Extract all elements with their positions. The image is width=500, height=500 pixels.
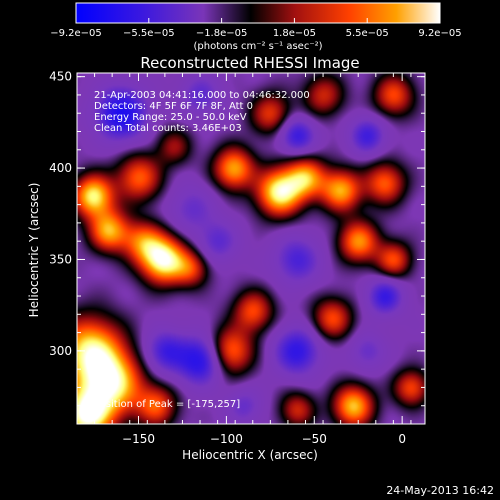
x-axis-label: Heliocentric X (arcsec) xyxy=(182,448,318,462)
colorbar xyxy=(76,3,440,23)
chart-title: Reconstructed RHESSI Image xyxy=(140,54,359,72)
colorbar-tick-label: −5.5e−05 xyxy=(123,28,175,39)
colorbar-unit-label: (photons cm⁻² s⁻¹ asec⁻²) xyxy=(193,41,322,52)
footer-date: 24-May-2013 16:42 xyxy=(386,484,494,497)
y-tick-label: 450 xyxy=(49,70,72,84)
y-axis-ticks xyxy=(77,76,425,425)
y-tick-label: 400 xyxy=(49,161,72,175)
colorbar-ticks xyxy=(75,18,441,23)
plot-frame xyxy=(76,72,426,425)
colorbar-tick-labels: −9.2e−05 −5.5e−05 −1.8e−05 1.8e−05 5.5e−05 9.… xyxy=(50,28,461,39)
y-axis-label: Heliocentric Y (arcsec) xyxy=(27,183,41,318)
annotation-time-range: 21-Apr-2003 04:41:16.000 to 04:46:32.000 xyxy=(94,90,310,101)
annotation-detectors: Detectors: 4F 5F 6F 7F 8F, Att 0 xyxy=(94,101,253,112)
colorbar-tick-label: 9.2e−05 xyxy=(418,28,461,39)
colorbar-frame xyxy=(75,2,441,24)
y-tick-label: 300 xyxy=(49,344,72,358)
x-axis-ticks xyxy=(94,73,412,424)
y-tick-label: 350 xyxy=(49,252,72,266)
colorbar-tick-label: −1.8e−05 xyxy=(196,28,248,39)
x-tick-label: 0 xyxy=(398,432,406,446)
colorbar-tick-label: 1.8e−05 xyxy=(273,28,316,39)
annotation-peak-position: Position of Peak = [-175,257] xyxy=(94,399,240,410)
colorbar-tick-label: 5.5e−05 xyxy=(346,28,389,39)
x-tick-label: −100 xyxy=(210,432,243,446)
colorbar-tick-label: −9.2e−05 xyxy=(50,28,102,39)
heatmap-image xyxy=(77,73,425,424)
x-tick-label: −50 xyxy=(302,432,327,446)
annotation-clean-counts: Clean Total counts: 3.46E+03 xyxy=(94,123,242,134)
x-tick-label: −150 xyxy=(122,432,155,446)
annotation-energy-range: Energy Range: 25.0 - 50.0 keV xyxy=(94,112,247,123)
